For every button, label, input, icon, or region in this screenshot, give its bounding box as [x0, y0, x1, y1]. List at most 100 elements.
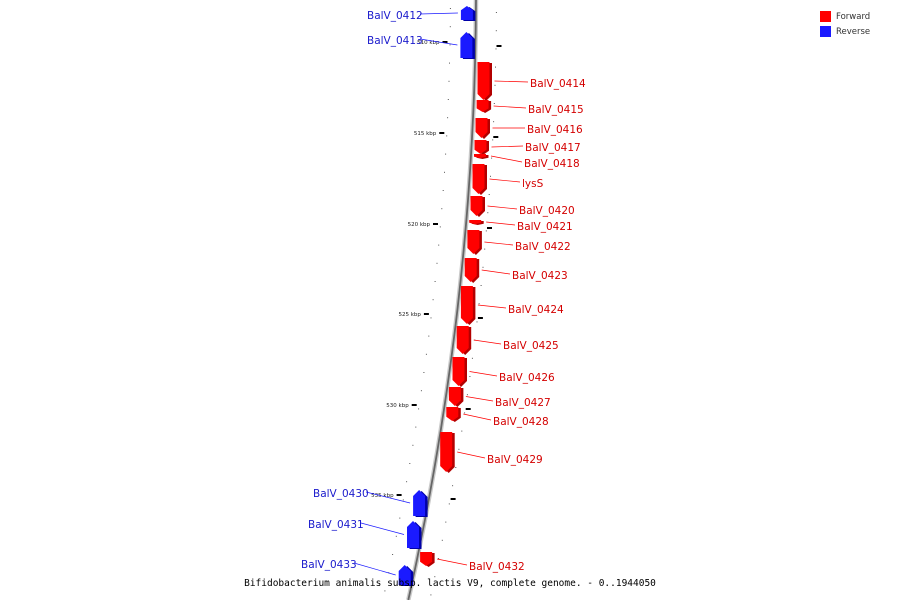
gene-arrow[interactable] — [420, 552, 433, 566]
minor-tick — [438, 244, 440, 246]
legend-forward-label: Forward — [836, 11, 871, 22]
gene-label[interactable]: BalV_0433 — [301, 559, 357, 571]
gene-arrow[interactable] — [460, 286, 473, 324]
gene-label[interactable]: BalV_0414 — [530, 78, 586, 90]
gene-balv-0429[interactable]: BalV_0429 — [440, 432, 543, 473]
gene-arrow[interactable] — [467, 230, 480, 254]
gene-label[interactable]: BalV_0420 — [519, 205, 575, 217]
gene-arrow[interactable] — [474, 140, 487, 154]
gene-label[interactable]: BalV_0417 — [525, 142, 581, 154]
tick-mark-left — [439, 132, 445, 134]
minor-tick — [495, 12, 497, 13]
gene-arrow[interactable] — [470, 196, 483, 216]
tick-label: 530 kbp — [386, 403, 409, 409]
minor-tick — [495, 48, 497, 50]
gene-arrow[interactable] — [477, 62, 490, 100]
gene-label[interactable]: BalV_0416 — [527, 124, 583, 136]
gene-arrow[interactable] — [448, 387, 461, 406]
minor-tick — [442, 190, 444, 191]
minor-tick — [493, 121, 495, 123]
tick-label: 515 kbp — [414, 131, 437, 137]
minor-tick — [471, 357, 473, 359]
gene-arrow[interactable] — [456, 326, 469, 354]
gene-label[interactable]: BalV_0421 — [517, 221, 573, 233]
gene-balv-0432[interactable]: BalV_0432 — [420, 552, 525, 573]
gene-arrow[interactable] — [407, 521, 419, 548]
gene-connector — [360, 522, 405, 535]
gene-arrow[interactable] — [464, 258, 477, 282]
gene-arrow[interactable] — [460, 32, 473, 58]
gene-balv-0412[interactable]: BalV_0412 — [367, 6, 476, 22]
minor-tick — [415, 426, 417, 428]
gene-balv-0428[interactable]: BalV_0428 — [446, 407, 549, 428]
gene-balv-0425[interactable]: BalV_0425 — [456, 326, 559, 355]
gene-balv-0426[interactable]: BalV_0426 — [452, 357, 556, 387]
gene-label[interactable]: BalV_0423 — [512, 270, 568, 282]
gene-connector — [487, 205, 518, 210]
gene-arrow[interactable] — [398, 565, 411, 585]
gene-arrow[interactable] — [475, 118, 488, 138]
gene-balv-0416[interactable]: BalV_0416 — [475, 118, 584, 139]
gene-label[interactable]: BalV_0413 — [367, 35, 423, 47]
gene-label[interactable]: BalV_0426 — [499, 372, 555, 384]
minor-tick — [444, 171, 445, 173]
gene-arrow[interactable] — [446, 407, 459, 421]
gene-label[interactable]: BalV_0418 — [524, 158, 580, 170]
gene-arrow[interactable] — [460, 6, 473, 20]
minor-tick — [448, 80, 450, 82]
gene-track: BalV_0412 BalV_0413 BalV_0414 BalV_0415 BalV… — [301, 6, 586, 586]
gene-label[interactable]: BalV_0428 — [493, 416, 549, 428]
gene-arrow[interactable] — [413, 490, 426, 516]
minor-tick — [436, 262, 438, 264]
gene-connector — [486, 221, 516, 226]
gene-label[interactable]: lysS — [522, 178, 544, 190]
tick-mark-right — [465, 408, 471, 410]
gene-balv-0422[interactable]: BalV_0422 — [467, 230, 571, 255]
gene-label[interactable]: BalV_0431 — [308, 519, 364, 531]
tick-label: 510 kbp — [417, 40, 440, 46]
gene-balv-0420[interactable]: BalV_0420 — [470, 196, 575, 217]
gene-label[interactable]: BalV_0430 — [313, 488, 369, 500]
minor-tick — [446, 135, 448, 137]
minor-tick — [434, 576, 436, 578]
gene-label[interactable]: BalV_0429 — [487, 454, 543, 466]
gene-balv-0423[interactable]: BalV_0423 — [464, 258, 568, 283]
gene-connector — [457, 451, 486, 459]
gene-arrow[interactable] — [440, 432, 453, 472]
gene-lyss[interactable]: lysS — [472, 164, 544, 195]
tick-label: 520 kbp — [408, 222, 431, 228]
gene-balv-0424[interactable]: BalV_0424 — [460, 286, 564, 325]
gene-balv-0417[interactable]: BalV_0417 — [474, 140, 581, 155]
gene-balv-0414[interactable]: BalV_0414 — [477, 62, 587, 101]
minor-tick — [488, 194, 490, 195]
gene-balv-0431[interactable]: BalV_0431 — [308, 519, 422, 549]
gene-balv-0415[interactable]: BalV_0415 — [476, 100, 584, 116]
gene-balv-0418[interactable]: BalV_0418 — [474, 154, 580, 170]
gene-label[interactable]: BalV_0422 — [515, 241, 571, 253]
gene-connector — [365, 491, 411, 504]
gene-balv-0427[interactable]: BalV_0427 — [448, 387, 551, 409]
gene-label[interactable]: BalV_0412 — [367, 10, 423, 22]
minor-tick — [409, 463, 411, 464]
minor-tick — [432, 299, 434, 301]
gene-label[interactable]: BalV_0424 — [508, 304, 564, 316]
gene-label[interactable]: BalV_0432 — [469, 561, 525, 573]
gene-label[interactable]: BalV_0427 — [495, 397, 551, 409]
gene-arrow[interactable] — [474, 154, 486, 158]
gene-balv-0430[interactable]: BalV_0430 — [313, 488, 428, 517]
minor-tick — [423, 372, 425, 373]
gene-arrow[interactable] — [452, 357, 465, 386]
gene-arrow[interactable] — [476, 100, 489, 112]
gene-arrow[interactable] — [472, 164, 485, 194]
gene-label[interactable]: BalV_0425 — [503, 340, 559, 352]
gene-arrow[interactable] — [469, 220, 482, 224]
gene-balv-0433[interactable]: BalV_0433 — [301, 559, 414, 586]
gene-balv-0421[interactable]: BalV_0421 — [469, 220, 573, 233]
genome-backbone — [406, 0, 479, 600]
minor-tick — [418, 408, 420, 410]
gene-balv-0413[interactable]: BalV_0413 — [367, 32, 475, 59]
gene-connector — [465, 396, 494, 402]
minor-tick — [492, 139, 494, 141]
gene-label[interactable]: BalV_0415 — [528, 104, 584, 116]
